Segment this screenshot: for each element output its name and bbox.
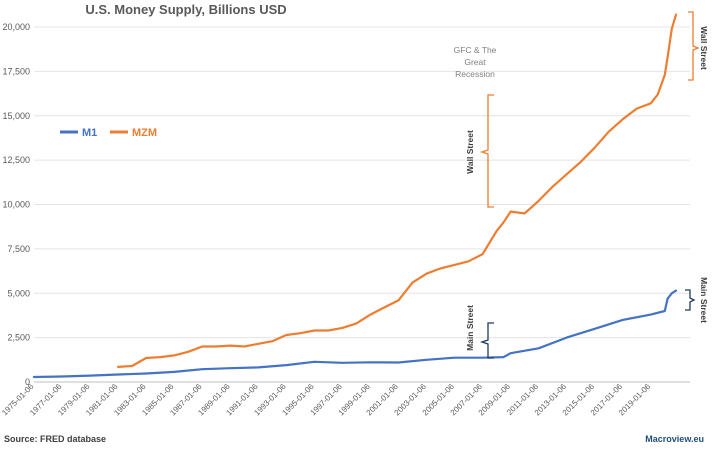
chart-title: U.S. Money Supply, Billions USD — [85, 2, 286, 17]
gfc-annotation-line1: GFC & The — [454, 45, 497, 55]
main-street-label-mid: Main Street — [465, 305, 475, 351]
y-tick-label: 7,500 — [7, 244, 30, 254]
main-street-label-right: Main Street — [699, 277, 709, 323]
wall-street-bracket-mid: Wall Street — [465, 94, 494, 208]
legend-label-mzm: MZM — [132, 127, 157, 139]
wall-street-bracket-right: Wall Street — [688, 11, 709, 81]
grid — [34, 26, 690, 383]
main-street-bracket-mid: Main Street — [465, 305, 494, 359]
series-line-mzm — [116, 13, 678, 368]
gfc-annotation-line2: Great — [464, 57, 486, 67]
series — [32, 13, 678, 379]
wall-street-label-right: Wall Street — [699, 26, 709, 70]
gfc-annotation-line3: Recession — [455, 69, 495, 79]
y-tick-label: 5,000 — [7, 288, 30, 298]
y-tick-label: 20,000 — [2, 22, 30, 32]
y-tick-label: 2,500 — [7, 333, 30, 343]
y-axis-ticks: 0 2,500 5,000 7,500 10,000 12,500 15,000 17,500… — [2, 22, 30, 387]
y-tick-label: 10,000 — [2, 200, 30, 210]
legend: M1 MZM — [60, 127, 157, 139]
series-line-m1 — [32, 289, 678, 379]
y-tick-label: 0 — [25, 377, 30, 387]
source-note: Source: FRED database — [4, 434, 107, 444]
gfc-annotation: GFC & The Great Recession — [454, 45, 497, 79]
y-tick-label: 12,500 — [2, 155, 30, 165]
y-tick-label: 15,000 — [2, 111, 30, 121]
credit-link[interactable]: Macroview.eu — [645, 434, 704, 444]
y-tick-label: 17,500 — [2, 66, 30, 76]
x-axis-ticks: 1975-01-061977-01-061979-01-061981-01-06… — [0, 382, 652, 418]
main-street-bracket-right: Main Street — [685, 277, 709, 323]
legend-label-m1: M1 — [82, 127, 97, 139]
wall-street-label-mid: Wall Street — [465, 130, 475, 174]
